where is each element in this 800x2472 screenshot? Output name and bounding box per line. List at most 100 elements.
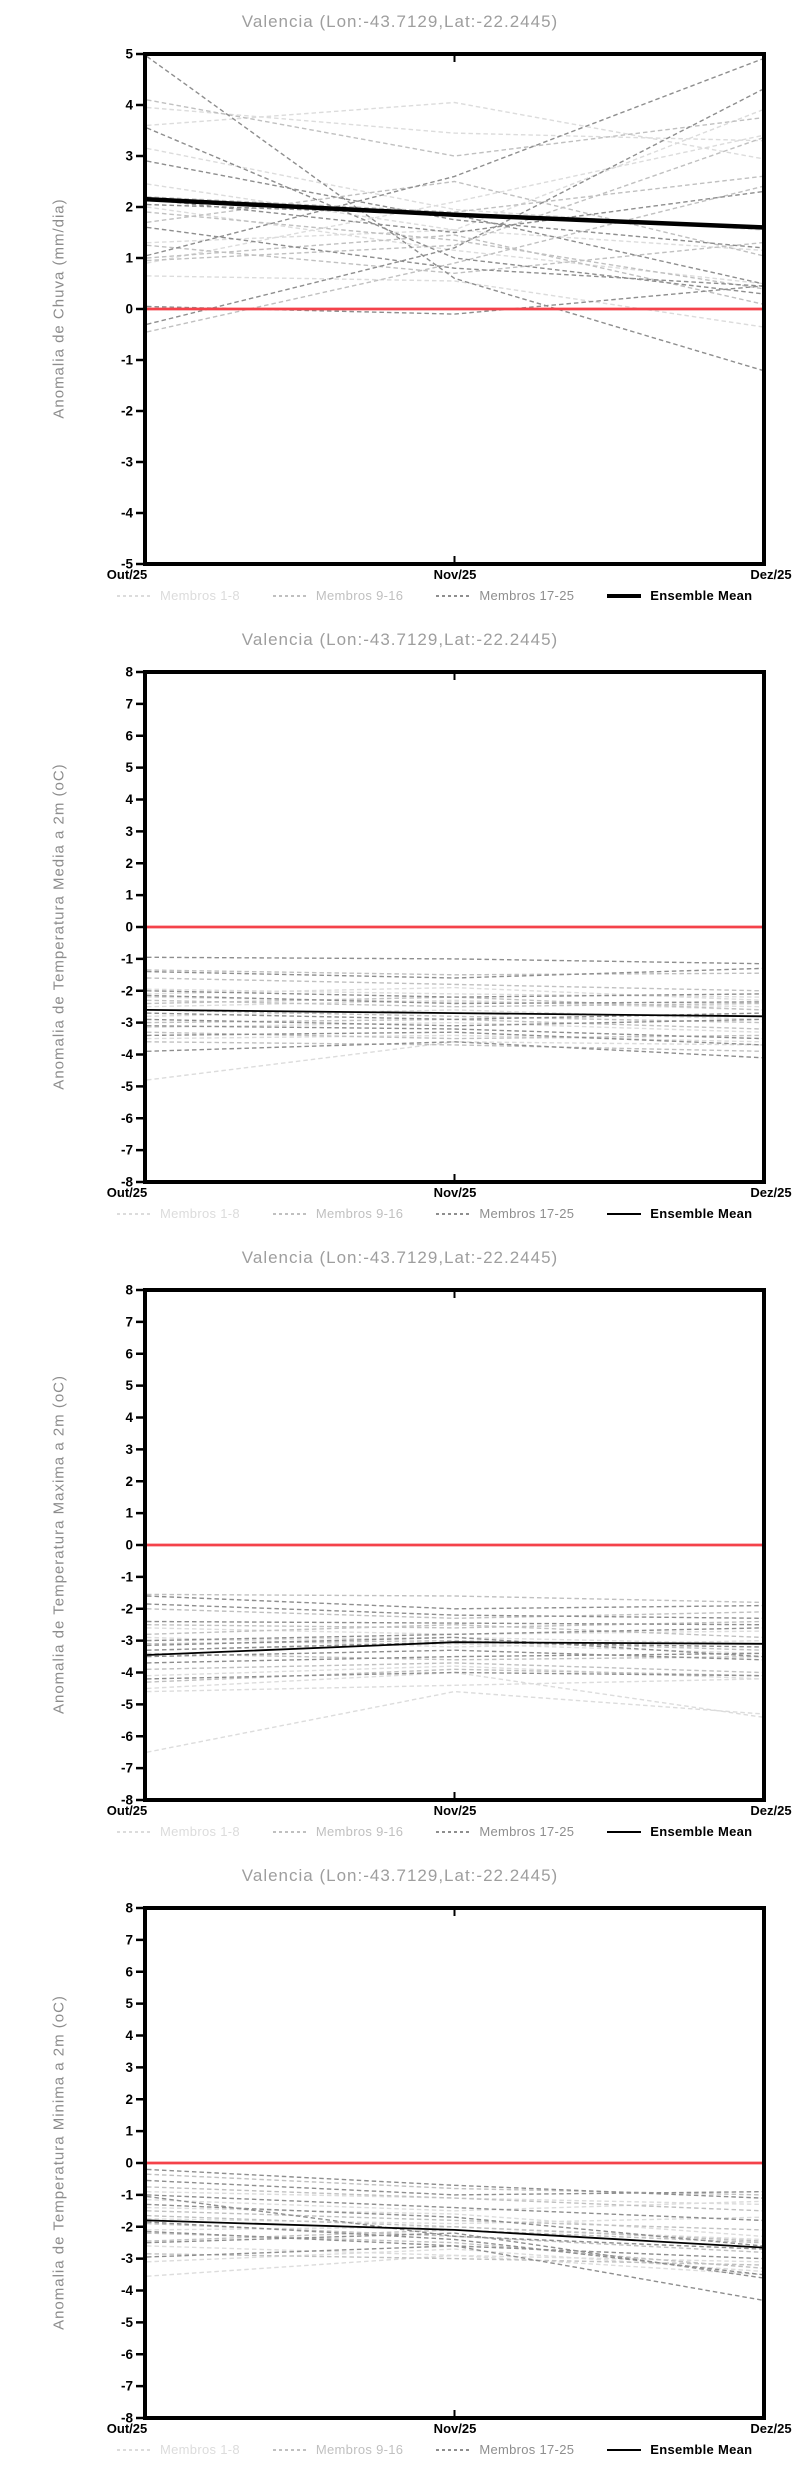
legend-item-label: Membros 1-8 — [160, 1824, 240, 1839]
y-tick-label: -3 — [121, 2251, 133, 2266]
x-axis-labels: Out/25 Nov/25 Dez/25 — [0, 567, 800, 583]
member-line — [146, 1009, 763, 1021]
legend-line-sample — [607, 2448, 642, 2451]
legend-item-label: Membros 17-25 — [479, 1824, 575, 1839]
plot-svg: 5 4 3 2 1 0 -1 -2 -3 -4 -5 — [121, 47, 766, 572]
member-line — [146, 2254, 763, 2277]
legend-line-sample — [607, 593, 642, 598]
y-tick-label: -3 — [121, 1633, 133, 1648]
x-tick-label-dez: Dez/25 — [750, 1185, 792, 1200]
member-line — [146, 2168, 763, 2199]
legend-item-label: Membros 17-25 — [479, 1206, 575, 1221]
member-line — [146, 1690, 763, 1753]
member-line — [146, 1636, 763, 1658]
member-line — [146, 1021, 763, 1033]
member-line — [146, 1623, 763, 1639]
legend-line-sample — [117, 1830, 151, 1833]
y-tick-label: 8 — [125, 1901, 133, 1916]
y-tick-label: -4 — [121, 1047, 133, 1062]
legend-line-sample — [607, 1212, 642, 1215]
legend-item-membros-1-8: Membros 1-8 — [117, 1824, 240, 1839]
x-tick-label-nov: Nov/25 — [433, 567, 477, 582]
y-tick-label: 5 — [125, 760, 133, 775]
y-tick-label: 1 — [125, 888, 133, 903]
member-line — [146, 191, 763, 234]
y-tick-label: -7 — [121, 1761, 133, 1776]
legend-item-membros-9-16: Membros 9-16 — [272, 2442, 403, 2457]
chart-legend: Membros 1-8 Membros 9-16 Membros 17-25 E… — [117, 1824, 752, 1839]
member-line — [146, 1662, 763, 1674]
y-tick-label: 1 — [125, 251, 133, 266]
member-line — [146, 999, 763, 1011]
y-tick-label: -6 — [121, 1111, 133, 1126]
y-tick-label: 6 — [125, 1346, 133, 1361]
chart-block-temp-maxima: Valencia (Lon:-43.7129,Lat:-22.2445) Ano… — [0, 1236, 800, 1854]
chart-title: Valencia (Lon:-43.7129,Lat:-22.2445) — [241, 1248, 559, 1267]
plot-svg: 8 7 6 5 4 3 2 1 0 -1 -2 -3 -4 -5 -6 -7 -8 — [121, 665, 766, 1190]
x-tick-label-out: Out/25 — [106, 567, 148, 582]
member-line — [146, 206, 763, 285]
ensemble-mean-line — [146, 1641, 763, 1656]
member-line — [146, 986, 763, 1001]
member-line — [146, 2216, 763, 2225]
plot-frame — [143, 52, 766, 566]
ensemble-mean-line — [144, 197, 765, 230]
member-line — [146, 89, 763, 325]
member-line — [146, 1041, 763, 1081]
member-line — [146, 285, 763, 315]
y-tick-label: 2 — [125, 2092, 133, 2107]
member-line — [146, 127, 763, 295]
x-tick-label-dez: Dez/25 — [750, 2421, 792, 2436]
legend-item-label: Membros 17-25 — [479, 2442, 575, 2457]
y-tick-label: -4 — [121, 2283, 133, 2298]
chart-legend: Membros 1-8 Membros 9-16 Membros 17-25 E… — [117, 1206, 752, 1221]
legend-line-sample — [436, 1830, 471, 1833]
legend-item-label: Membros 1-8 — [160, 2442, 240, 2457]
x-axis-labels: Out/25 Nov/25 Dez/25 — [0, 1803, 800, 1819]
member-line — [146, 1652, 763, 1664]
y-tick-label: 7 — [125, 696, 133, 711]
member-line — [146, 2232, 763, 2269]
chart-block-chuva: Valencia (Lon:-43.7129,Lat:-22.2445) Ano… — [0, 0, 800, 618]
legend-item-label: Membros 1-8 — [160, 588, 240, 603]
y-tick-label: -6 — [121, 1729, 133, 1744]
member-line — [146, 211, 763, 290]
y-tick-label: -1 — [121, 951, 133, 966]
legend-item-membros-17-25: Membros 17-25 — [436, 588, 574, 603]
y-tick-label: -1 — [121, 353, 133, 368]
member-line — [146, 1603, 763, 1619]
chart-legend: Membros 1-8 Membros 9-16 Membros 17-25 E… — [117, 2442, 752, 2457]
chart-block-temp-media: Valencia (Lon:-43.7129,Lat:-22.2445) Ano… — [0, 618, 800, 1236]
member-line — [146, 2248, 763, 2273]
y-tick-label: 7 — [125, 1314, 133, 1329]
chart-block-temp-minima: Valencia (Lon:-43.7129,Lat:-22.2445) Ano… — [0, 1854, 800, 2472]
legend-line-sample — [272, 594, 307, 597]
member-line — [146, 1009, 763, 1024]
member-line — [146, 226, 763, 287]
member-line — [146, 2206, 763, 2237]
legend-line-sample — [117, 594, 151, 597]
legend-line-sample — [272, 1212, 307, 1215]
y-tick-label: 4 — [125, 1410, 133, 1425]
member-line — [146, 275, 763, 328]
member-line — [146, 1018, 763, 1027]
y-tick-label: 0 — [125, 1538, 133, 1553]
member-line — [146, 990, 763, 998]
legend-line-sample — [272, 1830, 307, 1833]
member-line — [146, 956, 763, 965]
y-tick-label: -4 — [121, 506, 133, 521]
member-line — [146, 2199, 763, 2212]
member-line — [146, 175, 763, 213]
legend-item-label: Ensemble Mean — [650, 588, 753, 603]
member-line — [146, 2210, 763, 2231]
legend-item-membros-1-8: Membros 1-8 — [117, 1206, 240, 1221]
y-tick-label: -2 — [121, 983, 133, 998]
member-line — [146, 1031, 763, 1046]
y-tick-label: 2 — [125, 1474, 133, 1489]
legend-item-label: Ensemble Mean — [650, 1824, 753, 1839]
member-line — [146, 1649, 763, 1661]
legend-line-sample — [117, 2448, 151, 2451]
x-tick-label-dez: Dez/25 — [750, 567, 792, 582]
member-line — [146, 1620, 763, 1626]
member-line — [146, 1034, 763, 1043]
